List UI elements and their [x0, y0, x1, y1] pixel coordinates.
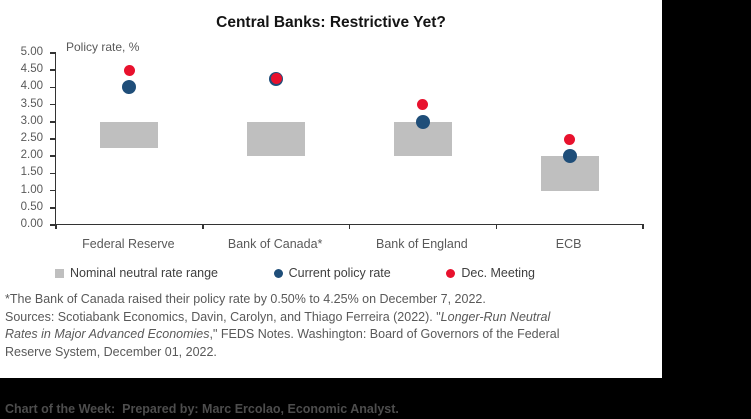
legend-label: Nominal neutral rate range: [70, 266, 218, 280]
y-axis-tick: [50, 207, 56, 209]
legend-item-neutral-range: Nominal neutral rate range: [55, 266, 218, 280]
dec-meeting-dot: [270, 73, 282, 85]
y-axis-tick-label: 1.00: [20, 183, 43, 196]
y-axis-tick-label: 4.50: [20, 63, 43, 76]
legend-label: Dec. Meeting: [461, 266, 535, 280]
y-axis-tick: [50, 69, 56, 71]
x-axis-labels: Federal Reserve Bank of Canada* Bank of En…: [55, 237, 642, 253]
x-axis-category-label: Bank of Canada*: [227, 237, 323, 251]
y-axis-tick: [50, 121, 56, 123]
neutral-rate-range-bar: [247, 121, 306, 157]
x-axis-tick: [642, 224, 644, 229]
dec-meeting-dot: [564, 133, 576, 145]
x-axis-category-label: Bank of England: [376, 237, 468, 251]
y-axis-tick: [50, 52, 56, 54]
y-axis-tick: [50, 224, 56, 226]
y-axis-unit-label: Policy rate, %: [66, 40, 140, 54]
neutral-rate-range-bar: [100, 121, 159, 148]
dec-meeting-dot: [417, 99, 429, 111]
footnote-line: *The Bank of Canada raised their policy …: [5, 292, 486, 306]
y-axis-tick-label: 1.50: [20, 166, 43, 179]
gray-square-icon: [55, 268, 64, 278]
footnote-line: Reserve System, December 01, 2022.: [5, 344, 217, 359]
x-axis-tick: [348, 224, 351, 229]
y-axis-tick: [50, 86, 56, 89]
y-axis-tick-label: 0.50: [20, 200, 43, 213]
y-axis-tick-label: 3.50: [20, 97, 43, 110]
y-axis-tick: [50, 155, 56, 157]
legend-item-dec-meeting: Dec. Meeting: [446, 266, 535, 280]
y-axis-tick-label: 2.50: [20, 132, 43, 144]
y-axis-tick: [50, 103, 56, 106]
chart-legend: Nominal neutral rate range Current polic…: [55, 264, 535, 282]
chart-area: Central Banks: Restrictive Yet? Policy r…: [0, 0, 662, 378]
y-axis-tick: [50, 189, 56, 192]
y-axis-tick-label: 2.00: [20, 149, 43, 162]
current-policy-rate-dot: [122, 80, 137, 95]
y-axis-tick-label: 3.00: [20, 114, 43, 127]
y-axis-tick: [50, 172, 56, 175]
plot-area: 0.00 0.50 1.00 1.50 2.00 2.50 3.00 3.50 4.00 4.50…: [21, 46, 644, 230]
source-footnote: *The Bank of Canada raised their policy …: [5, 291, 659, 361]
x-axis-tick: [202, 224, 204, 229]
red-circle-icon: [446, 268, 456, 278]
footnote-line: Rates in Major Advanced Economies," FEDS…: [5, 327, 560, 341]
y-axis-tick: [50, 138, 56, 140]
dec-meeting-dot: [123, 64, 135, 76]
x-axis-category-label: ECB: [555, 237, 582, 251]
current-policy-rate-dot: [562, 149, 577, 164]
y-axis-tick-label: 5.00: [20, 46, 43, 58]
x-axis-tick: [55, 224, 57, 229]
blue-circle-icon: [273, 268, 283, 278]
current-policy-rate-dot: [415, 114, 430, 129]
chart-title: Central Banks: Restrictive Yet?: [216, 14, 446, 31]
footer-bar: Chart of the Week: Prepared by: Marc Erc…: [0, 378, 751, 419]
legend-label: Current policy rate: [288, 266, 391, 280]
footer-credit-text: Chart of the Week: Prepared by: Marc Erc…: [5, 402, 399, 416]
x-axis-tick: [495, 224, 497, 229]
legend-item-current-policy: Current policy rate: [273, 266, 391, 280]
footnote-line: Sources: Scotiabank Economics, Davin, Ca…: [5, 309, 551, 324]
x-axis-category-label: Federal Reserve: [82, 237, 175, 251]
y-axis-tick-label: 0.00: [20, 218, 43, 230]
y-axis-tick-label: 4.00: [20, 80, 43, 93]
